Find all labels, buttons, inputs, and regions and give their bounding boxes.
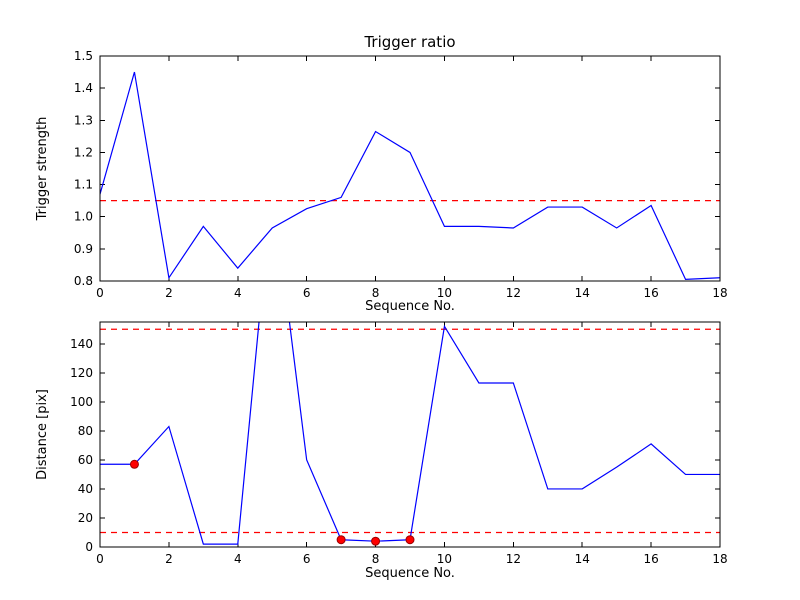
x-tick-label: 16 [643, 286, 658, 300]
top-y-axis-label: Trigger strength [35, 117, 50, 222]
x-tick-label: 4 [234, 552, 242, 566]
y-tick-label: 80 [78, 424, 93, 438]
x-tick-label: 0 [96, 552, 104, 566]
x-tick-label: 8 [372, 286, 380, 300]
y-tick-label: 40 [78, 482, 93, 496]
y-tick-label: 1.2 [74, 145, 93, 159]
x-tick-label: 4 [234, 286, 242, 300]
y-tick-label: 0.8 [74, 274, 93, 288]
x-tick-label: 16 [643, 552, 658, 566]
y-tick-label: 1.1 [74, 178, 93, 192]
highlight-marker [336, 535, 346, 545]
bottom-x-axis-label: Sequence No. [365, 566, 455, 581]
y-tick-label: 0.9 [74, 242, 93, 256]
bottom-axes-frame [99, 321, 721, 548]
x-tick-label: 18 [712, 286, 727, 300]
x-tick-label: 0 [96, 286, 104, 300]
top-axes-frame [99, 55, 721, 282]
y-tick-label: 0 [85, 540, 93, 554]
x-tick-label: 14 [575, 552, 590, 566]
y-tick-label: 120 [70, 366, 93, 380]
x-tick-label: 6 [303, 286, 311, 300]
data-line [100, 71, 720, 281]
y-tick-label: 1.4 [74, 81, 93, 95]
y-tick-label: 1.5 [74, 49, 93, 63]
y-tick-label: 1.0 [74, 210, 93, 224]
highlight-marker [405, 535, 415, 545]
x-tick-label: 10 [437, 552, 452, 566]
trigger-ratio-subplot: 0 2 4 6 8 10 12 14 16 180.80.91.01.11.21.31.41.5 … [35, 33, 728, 314]
y-tick-label: 60 [78, 453, 93, 467]
x-tick-label: 2 [165, 286, 173, 300]
highlight-marker [129, 459, 139, 469]
trigger-ratio-plot-area: 0 2 4 6 8 10 12 14 16 18 0.8 0.9 1.0 1.1 1.2 1.3 1.4 1.5 [74, 49, 728, 300]
x-tick-label: 14 [575, 286, 590, 300]
x-tick-label: 18 [712, 552, 727, 566]
y-tick-label: 1.3 [74, 113, 93, 127]
highlight-marker [371, 536, 381, 546]
x-tick-label: 6 [303, 552, 311, 566]
x-tick-label: 2 [165, 552, 173, 566]
x-tick-label: 12 [506, 552, 521, 566]
y-tick-label: 20 [78, 511, 93, 525]
x-tick-label: 8 [372, 552, 380, 566]
plot-title: Trigger ratio [363, 33, 455, 51]
distance-subplot: 0 2 4 6 8 10 12 14 16 18 0 20 40 60 80 100 120 140 Sequen… [35, 321, 728, 581]
x-tick-label: 10 [437, 286, 452, 300]
bottom-y-axis-label: Distance [pix] [35, 389, 50, 480]
y-tick-label: 140 [70, 337, 93, 351]
x-tick-label: 12 [506, 286, 521, 300]
y-tick-label: 100 [70, 395, 93, 409]
top-x-axis-label: Sequence No. [365, 299, 455, 314]
distance-plot-area: 0 2 4 6 8 10 12 14 16 18 0 20 40 60 80 100 120 140 [70, 322, 728, 566]
